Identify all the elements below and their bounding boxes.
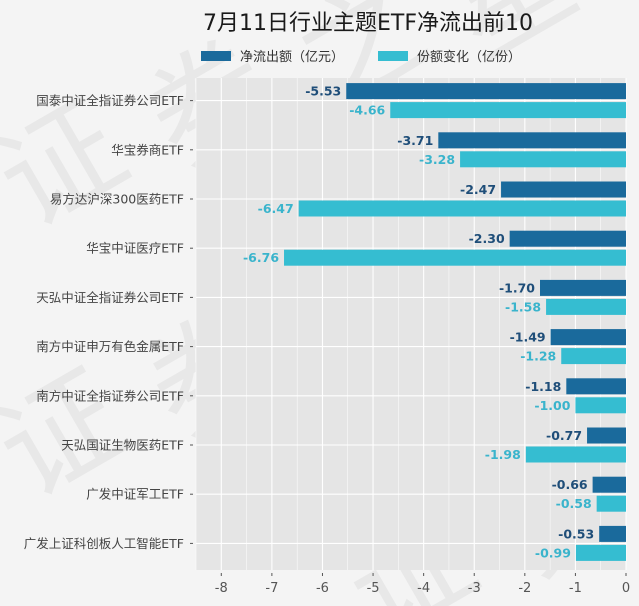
data-label-share-change: -1.58 [505,299,541,314]
data-label-share-change: -1.00 [534,398,570,413]
data-label-net-outflow: -2.30 [469,231,505,246]
x-tick-label: 0 [622,581,630,596]
data-label-net-outflow: -5.53 [305,84,341,99]
bar-share-change [525,446,626,463]
data-label-net-outflow: -0.53 [558,526,594,541]
bar-net-outflow [438,132,626,149]
x-tick-label: -8 [215,581,228,596]
data-label-net-outflow: -0.77 [546,428,582,443]
data-label-share-change: -4.66 [349,103,385,118]
chart-title: 7月11日行业主题ETF净流出前10 [203,11,533,36]
legend-swatch-net-outflow [201,51,231,61]
bar-share-change [561,348,626,365]
bars: -5.53 -4.66 -3.71 -3.28 -2.47 -6.47 -2.30 -6.76… [243,83,626,561]
category-labels: 国泰中证全指证券公司ETF 华宝券商ETF 易方达沪深300医药ETF 华宝中证医疗E… [24,93,193,551]
legend-label-net-outflow: 净流出额（亿元） [240,50,344,65]
bar-share-change [575,544,626,561]
bar-net-outflow [587,427,626,444]
bar-share-change [596,495,626,512]
data-label-share-change: -0.99 [535,545,571,560]
bar-net-outflow [592,476,626,493]
data-label-share-change: -0.58 [556,496,592,511]
bar-net-outflow [550,329,626,346]
x-tick-label: -3 [468,581,481,596]
bar-share-change [546,298,626,315]
category-label: 易方达沪深300医药ETF [50,192,184,207]
data-label-net-outflow: -1.49 [510,330,546,345]
bar-share-change [575,397,626,414]
data-label-net-outflow: -1.70 [499,280,535,295]
bar-net-outflow [501,181,626,198]
data-label-share-change: -6.47 [258,201,294,216]
legend-swatch-share-change [378,51,408,61]
data-label-share-change: -1.28 [520,349,556,364]
x-axis: -8 -7 -6 -5 -4 -3 -2 -1 0 [215,573,630,596]
data-label-net-outflow: -2.47 [460,182,496,197]
x-tick-label: -6 [316,581,329,596]
legend-label-share-change: 份额变化（亿份） [417,49,521,65]
bar-share-change [390,102,626,119]
category-label: 南方中证全指证券公司ETF [36,388,184,403]
category-label: 天弘国证生物医药ETF [61,438,184,453]
bar-share-change [298,200,626,217]
data-label-share-change: -3.28 [419,152,455,167]
bar-share-change [460,151,626,168]
category-label: 广发上证科创板人工智能ETF [24,536,184,551]
bar-net-outflow [599,525,626,542]
data-label-share-change: -1.98 [485,447,521,462]
data-label-net-outflow: -1.18 [525,379,561,394]
bar-net-outflow [346,83,626,100]
data-label-net-outflow: -0.66 [552,477,588,492]
x-tick-label: -2 [518,581,531,596]
data-label-share-change: -6.76 [243,250,279,265]
x-tick-label: -7 [265,581,278,596]
bar-net-outflow [509,230,626,247]
category-label: 天弘中证全指证券公司ETF [36,290,184,305]
category-label: 华宝中证医疗ETF [86,241,184,256]
bar-net-outflow [540,279,626,296]
x-tick-label: -1 [569,581,582,596]
bar-share-change [284,249,626,266]
legend: 净流出额（亿元） 份额变化（亿份） [201,49,521,65]
x-tick-label: -4 [417,581,430,596]
category-label: 国泰中证全指证券公司ETF [36,93,184,108]
gridlines [195,78,627,570]
category-label: 广发中证军工ETF [86,487,184,502]
bar-net-outflow [566,378,626,395]
category-label: 华宝券商ETF [111,142,184,157]
data-label-net-outflow: -3.71 [397,133,433,148]
x-tick-label: -5 [367,581,380,596]
category-label: 南方中证申万有色金属ETF [36,339,184,354]
